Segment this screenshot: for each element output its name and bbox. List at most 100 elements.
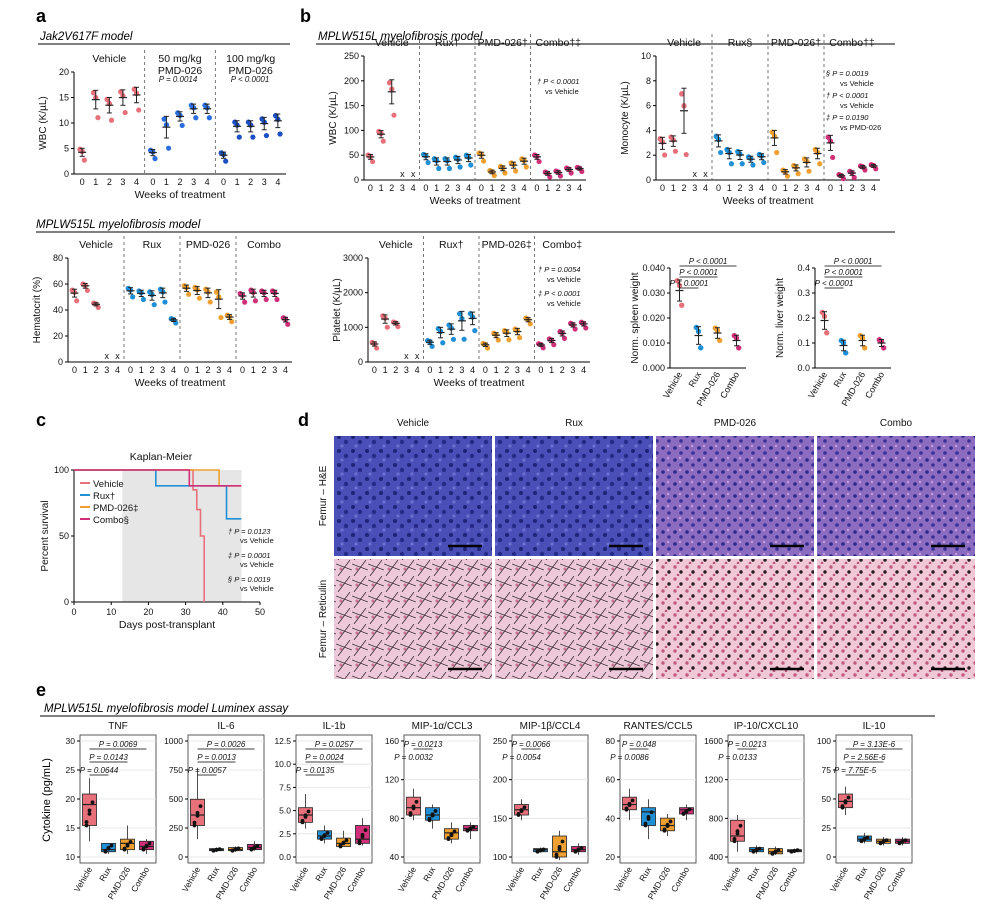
panel-b-mono-y-tick-label: 4 xyxy=(646,125,651,135)
luminex-x-tick-label: Vehicle xyxy=(288,865,311,894)
luminex-point xyxy=(903,838,908,843)
row2-platelet-point xyxy=(461,336,467,342)
histology-image xyxy=(817,559,975,679)
panel-b-wbc-point xyxy=(523,164,529,170)
row2-spleen-point xyxy=(736,345,742,351)
panel-a-x-tick-label: 0 xyxy=(221,177,226,187)
luminex-point xyxy=(109,843,114,848)
luminex-point xyxy=(468,826,473,831)
panel-b-mono-point xyxy=(761,159,767,166)
panel-b-wbc-x-tick-label: 0 xyxy=(479,183,484,193)
row2-hematocrit-x-tick-label: 1 xyxy=(139,365,144,375)
luminex-y-tick-label: 40 xyxy=(606,813,616,823)
row2-spleen-point xyxy=(698,345,704,351)
luminex-pvalue: P = 0.0133 xyxy=(718,753,757,762)
row2-hematocrit-x-tick-label: 4 xyxy=(227,365,232,375)
panel-b-wbc-point xyxy=(446,165,453,172)
row2-hematocrit-point xyxy=(229,319,235,325)
luminex-point xyxy=(252,845,257,850)
panel-c-x-tick-label: 20 xyxy=(143,607,153,617)
luminex-x-tick-label: Vehicle xyxy=(72,865,95,894)
luminex-plot-title: IL-6 xyxy=(217,721,235,732)
panel-a-y-tick-label: 20 xyxy=(59,67,69,77)
row2-hematocrit-x-tick-label: 2 xyxy=(261,365,266,375)
luminex-y-tick-label: 25 xyxy=(822,823,832,833)
luminex-point xyxy=(306,809,311,814)
panel-b-wbc-x-tick-label: 2 xyxy=(389,183,394,193)
panel-a-xlabel: Weeks of treatment xyxy=(135,189,226,201)
row2-spleen-point xyxy=(679,302,685,308)
luminex-point xyxy=(122,846,127,851)
panel-b-wbc-y-tick-label: 100 xyxy=(344,125,359,135)
row2-liver-x-tick-label: Rux xyxy=(832,370,849,389)
panel-c-y-tick-label: 50 xyxy=(59,531,69,541)
row2-liver-y-tick-label: 0.4 xyxy=(797,263,810,273)
panel-a-point xyxy=(166,145,172,151)
panel-c-x-tick-label: 0 xyxy=(71,607,76,617)
luminex-point xyxy=(230,848,235,853)
row2-hematocrit-point xyxy=(285,321,291,327)
panel-b-mono-y-tick-label: 8 xyxy=(646,76,651,86)
row2-liver-y-tick-label: 0.3 xyxy=(797,288,810,298)
luminex-point xyxy=(325,831,330,835)
luminex-point xyxy=(211,848,216,853)
luminex-point xyxy=(195,813,200,818)
luminex-point xyxy=(522,805,527,810)
luminex-y-tick-label: 20 xyxy=(606,852,616,862)
row2-spleen-ylabel: Norm. spleen weight xyxy=(630,272,641,363)
panel-b-wbc-xlabel: Weeks of treatment xyxy=(430,195,521,207)
row2-hematocrit-x-tick-label: 0 xyxy=(128,365,133,375)
luminex-point xyxy=(233,847,238,852)
luminex-point xyxy=(214,847,219,852)
luminex-point xyxy=(465,828,470,833)
panel-b-mono-x-tick-label: 0 xyxy=(772,183,777,193)
panel-a-point xyxy=(263,132,270,139)
luminex-point xyxy=(300,818,305,823)
luminex-pvalue: P = 2.56E-6 xyxy=(843,753,886,762)
panel-b-mono-y-tick-label: 6 xyxy=(646,101,651,111)
panel-c-x-tick-label: 40 xyxy=(218,607,228,617)
row2-platelet-x-tick-label: 2 xyxy=(560,365,565,375)
panel-a-point xyxy=(131,86,137,92)
panel-b-mono-point xyxy=(795,171,801,177)
luminex-plot-title: TNF xyxy=(108,721,127,732)
panel-b-mono-point xyxy=(851,174,857,181)
row2-platelet-ylabel: Platelet (K/µL) xyxy=(332,278,343,342)
row2-platelet-x-tick-label: 0 xyxy=(427,365,432,375)
row2-hematocrit-x-tick-label: 0 xyxy=(240,365,245,375)
luminex-point xyxy=(560,839,565,844)
luminex-y-tick-label: 100 xyxy=(817,736,831,746)
luminex-point xyxy=(84,823,89,828)
panel-c-note: ‡ P = 0.0001 xyxy=(228,551,270,560)
histology-image xyxy=(817,436,975,556)
luminex-point xyxy=(684,809,689,813)
luminex-point xyxy=(341,840,346,845)
panel-c-legend-label: Rux† xyxy=(93,491,115,502)
luminex-y-tick-label: 80 xyxy=(390,813,400,823)
row2-hematocrit-missing-mark: x xyxy=(115,351,120,361)
luminex-plot-title: MIP-1β/CCL4 xyxy=(520,721,581,732)
luminex-point xyxy=(668,819,673,824)
panel-row2: MPLW515L myelofibrosis model 020406080He… xyxy=(32,219,895,408)
panel-b-mono-x-tick-label: 4 xyxy=(871,183,876,193)
panel-a-x-tick-label: 3 xyxy=(120,177,125,187)
panel-c-note: † P = 0.0123 xyxy=(228,527,271,536)
row2-hematocrit-x-tick-label: 3 xyxy=(104,365,109,375)
row2-hematocrit-x-tick-label: 3 xyxy=(160,365,165,375)
luminex-x-tick-label: Combo xyxy=(777,865,799,894)
panel-a-x-tick-label: 2 xyxy=(248,177,253,187)
panel-a-pvalue: P = 0.0014 xyxy=(159,75,198,84)
luminex-point xyxy=(249,847,254,851)
row2-platelet-x-tick-label: 0 xyxy=(483,365,488,375)
panel-b-wbc-y-tick-label: 250 xyxy=(344,51,359,61)
panel-a-x-tick-label: 2 xyxy=(177,177,182,187)
luminex-point xyxy=(338,843,343,848)
panel-a-point xyxy=(277,131,283,137)
panel-b-wbc-x-tick-label: 1 xyxy=(434,183,439,193)
